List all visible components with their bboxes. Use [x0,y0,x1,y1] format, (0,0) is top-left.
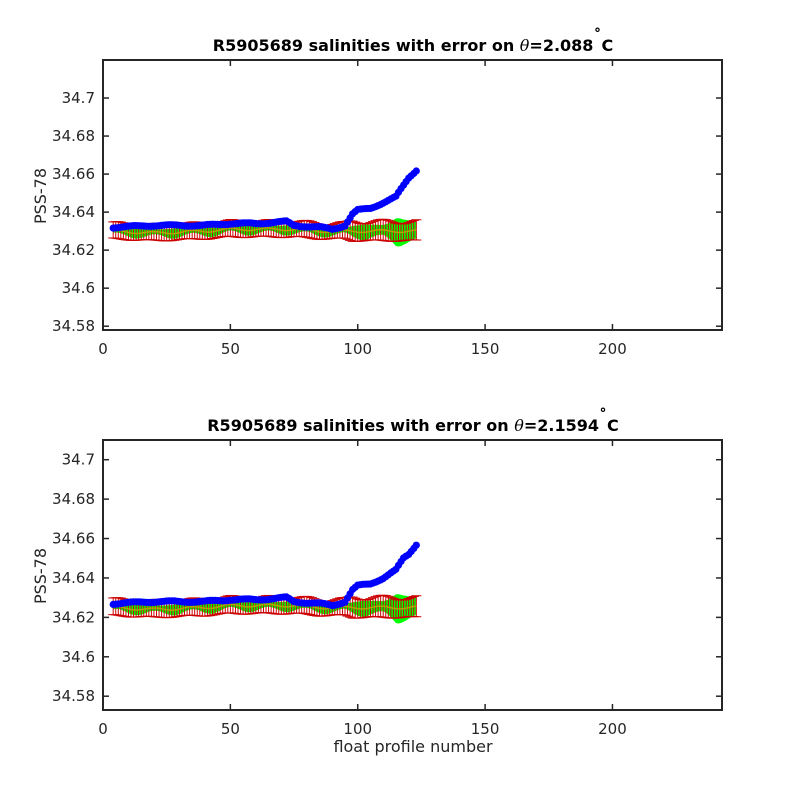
top-chart-panel: R5905689 salinities with error on θ=2.08… [31,27,723,358]
bottom-chart-title: R5905689 salinities with error on θ=2.15… [207,407,619,435]
x-tick-label: 100 [343,340,372,358]
mapped-salinity-line [113,603,417,611]
float-salinity-point [412,167,420,175]
y-tick-label: 34.68 [52,127,95,145]
y-tick-label: 34.58 [52,687,95,705]
y-tick-label: 34.68 [52,490,95,508]
bottom-chart-panel: R5905689 salinities with error on θ=2.15… [31,407,723,756]
mapped-salinity-line [113,227,417,235]
x-tick-label: 150 [471,720,500,738]
axes-box [102,59,723,331]
y-tick-label: 34.6 [62,279,95,297]
float-salinity-point [412,541,420,549]
float-salinity-series [109,167,420,233]
x-tick-label: 50 [221,340,240,358]
x-tick-label: 0 [98,340,108,358]
y-tick-label: 34.66 [52,530,95,548]
y-tick-label: 34.62 [52,608,95,626]
y-tick-label: 34.64 [52,203,95,221]
bottom-chart-plot-area: 0 50 100 150 200 34.58 34.6 34.62 34.64 34.66 34.6… [52,439,723,738]
y-tick-label: 34.64 [52,569,95,587]
x-tick-label: 200 [598,720,627,738]
x-tick-label: 0 [98,720,108,738]
x-tick-label: 100 [343,720,372,738]
y-tick-label: 34.58 [52,317,95,335]
x-tick-label: 200 [598,340,627,358]
x-tick-label: 150 [471,340,500,358]
bottom-chart-xlabel: float profile number [333,737,493,756]
float-salinity-series [109,541,420,610]
axes-box [102,439,723,711]
y-tick-label: 34.7 [62,89,95,107]
y-tick-label: 34.7 [62,451,95,469]
top-chart-plot-area: 0 50 100 150 200 34.58 34.6 34.62 34.64 34.66 34.6… [52,59,723,358]
y-tick-label: 34.66 [52,165,95,183]
top-chart-title: R5905689 salinities with error on θ=2.08… [213,27,613,55]
top-chart-ylabel: PSS-78 [31,168,50,224]
x-tick-label: 50 [221,720,240,738]
bottom-chart-ylabel: PSS-78 [31,548,50,604]
y-tick-label: 34.6 [62,648,95,666]
y-tick-label: 34.62 [52,241,95,259]
